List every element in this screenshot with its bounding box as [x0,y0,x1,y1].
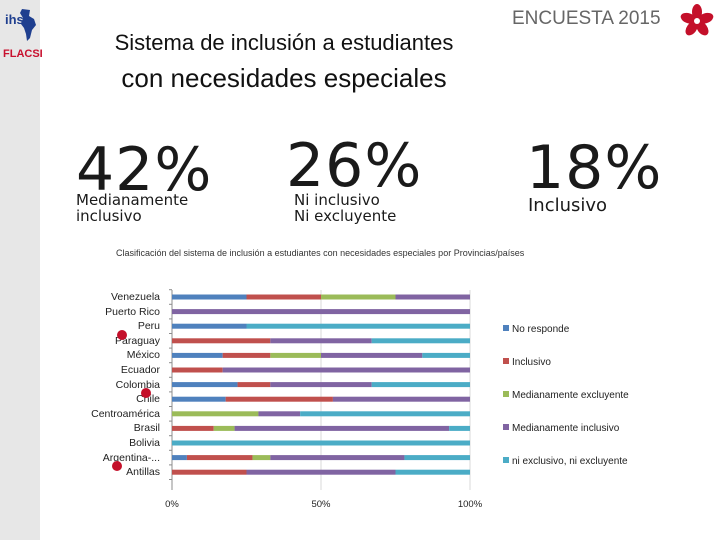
legend-swatch-ni-exclusivo-ni-excluyente [503,457,509,463]
page-title: Sistema de inclusión a estudiantes con n… [64,28,504,96]
stat-label-medianamente-1: Medianamente [76,191,189,209]
stat-value-ni-inclusivo: 26% [286,131,423,201]
bar-antillas-ni-exclusivo-ni-excluyente [395,469,470,475]
bar-paraguay-medianamente-inclusivo [270,338,372,344]
bar-paraguay-inclusivo [172,338,271,344]
bar-ecuador-medianamente-inclusivo [222,367,470,373]
bar-brasil-ni-exclusivo-ni-excluyente [449,425,470,431]
bar-colombia-no-responde [172,382,238,388]
stat-label-medianamente-2: inclusivo [76,207,142,225]
bar-chile-no-responde [172,396,226,402]
stat-value-medianamente: 42% [76,135,213,205]
legend-item-ni-exclusivo-ni-excluyente: ni exclusivo, ni excluyente [503,456,628,468]
x-tick-label-100: 100% [457,499,483,510]
highlight-dot-antillas [112,461,122,472]
category-label-mexico: México [126,349,160,362]
category-label-centroamerica: Centroamérica [91,407,160,420]
legend-item-no-responde: No responde [503,324,569,336]
legend-label-inclusivo: Inclusivo [512,357,551,368]
category-label-peru: Peru [137,320,160,333]
bar-centroamerica-ni-exclusivo-ni-excluyente [300,411,470,417]
bar-argentina-medianamente-inclusivo [270,455,405,461]
bar-antillas-inclusivo [172,469,247,475]
category-label-ecuador: Ecuador [120,364,160,376]
category-label-bolivia: Bolivia [129,437,160,449]
bar-colombia-medianamente-inclusivo [270,382,372,388]
legend-swatch-medianamente-excluyente [503,391,509,397]
survey-label: ENCUESTA 2015 [512,8,661,29]
category-label-brasil: Brasil [133,422,160,435]
bar-mexico-ni-exclusivo-ni-excluyente [422,352,470,358]
bar-argentina-ni-exclusivo-ni-excluyente [404,455,470,461]
legend-swatch-medianamente-inclusivo [503,424,509,430]
bar-brasil-inclusivo [172,425,214,431]
category-label-antillas: Antillas [126,466,160,479]
bar-venezuela-medianamente-excluyente [321,294,396,300]
legend-label-medianamente-excluyente: Medianamente excluyente [512,390,629,401]
title-line-2: con necesidades especiales [121,63,447,93]
stat-value-inclusivo: 18% [526,133,663,203]
bar-puerto-rico-medianamente-inclusivo [172,309,470,315]
category-label-puerto-rico: Puerto Rico [105,305,160,318]
bar-argentina-medianamente-excluyente [252,455,271,461]
bar-bolivia-ni-exclusivo-ni-excluyente [172,440,470,446]
bar-venezuela-medianamente-inclusivo [395,294,470,300]
americas-map-icon [20,9,36,41]
logo-flacsi-text: FLACSI [3,48,43,60]
legend-label-medianamente-inclusivo: Medianamente inclusivo [512,423,620,434]
bar-argentina-no-responde [172,455,187,461]
bar-ecuador-inclusivo [172,367,223,373]
ihs-flacsi-logo: ihs FLACSI [2,4,43,66]
highlight-dot-chile [141,388,151,399]
left-sidebar-strip [0,0,40,540]
stat-label-inclusivo: Inclusivo [528,195,608,216]
bar-mexico-inclusivo [222,352,271,358]
category-label-venezuela: Venezuela [110,291,160,303]
bar-antillas-medianamente-inclusivo [246,469,396,475]
highlight-dot-paraguay [117,329,127,340]
bar-mexico-medianamente-excluyente [270,352,321,358]
category-label-paraguay: Paraguay [115,334,160,347]
bar-peru-no-responde [172,323,247,329]
bar-brasil-medianamente-excluyente [213,425,235,431]
bar-centroamerica-medianamente-excluyente [172,411,259,417]
bar-mexico-no-responde [172,352,223,358]
logo-ihs-text: ihs [5,12,24,27]
bar-brasil-medianamente-inclusivo [234,425,450,431]
bar-colombia-inclusivo [237,382,271,388]
bar-paraguay-ni-exclusivo-ni-excluyente [371,338,470,344]
bar-colombia-ni-exclusivo-ni-excluyente [371,382,470,388]
chart-title: Clasificación del sistema de inclusión a… [116,248,525,258]
bar-centroamerica-medianamente-inclusivo [258,411,301,417]
category-label-colombia: Colombia [115,378,160,391]
stat-label-ni-inclusivo-2: Ni excluyente [294,207,397,225]
bar-venezuela-no-responde [172,294,247,300]
bar-venezuela-inclusivo [246,294,321,300]
x-tick-label-0: 0% [165,499,179,510]
category-label-argentina: Argentina-... [102,451,160,464]
title-line-1: Sistema de inclusión a estudiantes [114,30,454,55]
legend-item-inclusivo: Inclusivo [503,357,551,369]
legend-swatch-no-responde [503,325,509,331]
legend-item-medianamente-excluyente: Medianamente excluyente [503,390,629,402]
legend-item-medianamente-inclusivo: Medianamente inclusivo [503,423,619,435]
x-tick-label-50: 50% [311,499,331,510]
bar-chile-medianamente-inclusivo [332,396,470,402]
legend-swatch-inclusivo [503,358,509,364]
flower-icon [680,4,714,36]
legend-label-no-responde: No responde [512,324,570,335]
bar-peru-ni-exclusivo-ni-excluyente [246,323,470,329]
bar-chile-inclusivo [225,396,333,402]
bar-argentina-inclusivo [186,455,253,461]
stat-label-ni-inclusivo-1: Ni inclusivo [294,191,380,209]
legend-label-ni-exclusivo-ni-excluyente: ni exclusivo, ni excluyente [512,456,628,467]
bar-mexico-medianamente-inclusivo [321,352,423,358]
